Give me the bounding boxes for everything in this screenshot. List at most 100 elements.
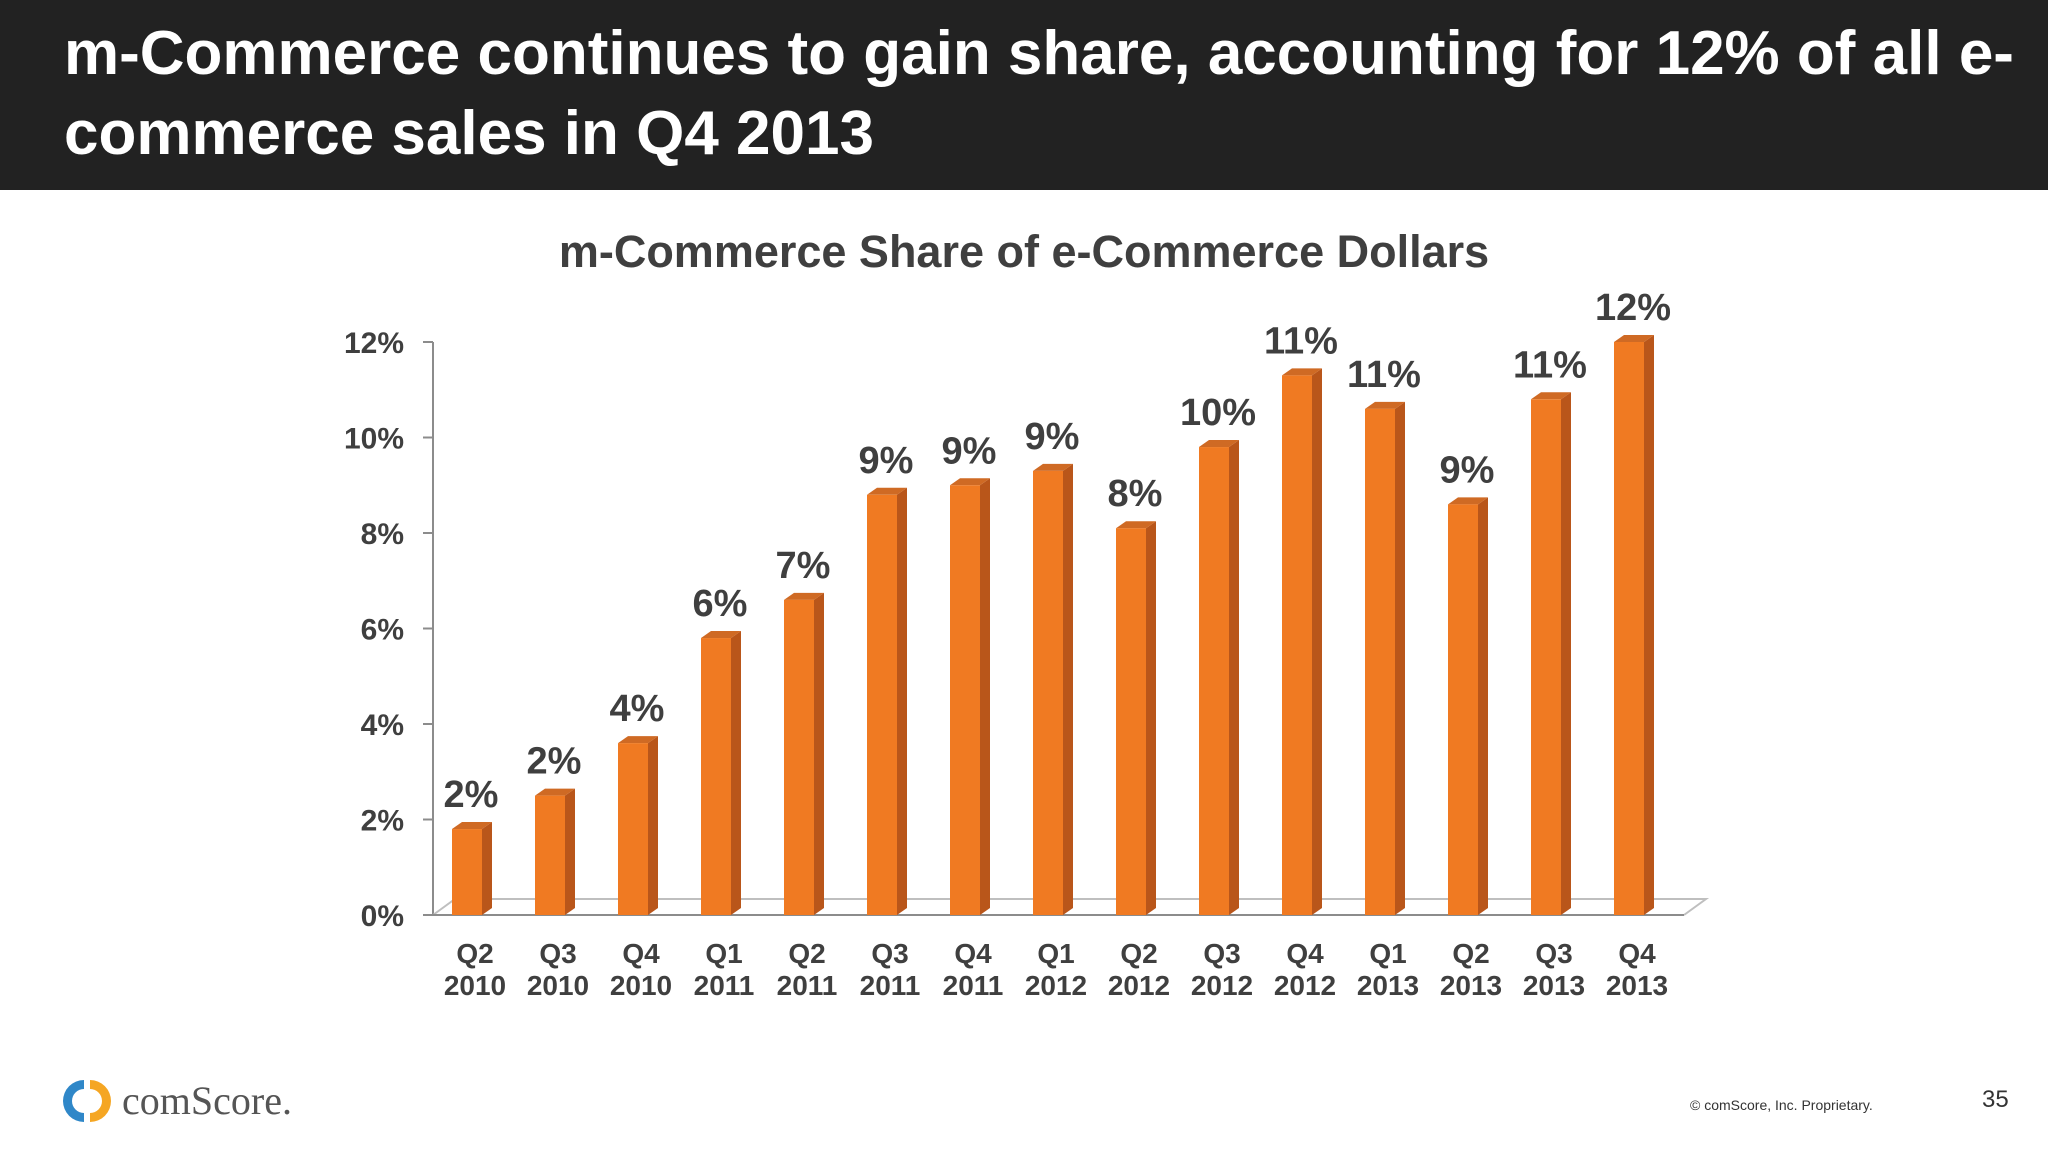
bar-side <box>1561 392 1571 915</box>
data-label: 12% <box>1595 287 1671 329</box>
title-bar: m-Commerce continues to gain share, acco… <box>0 0 2048 190</box>
bar-side <box>980 478 990 915</box>
x-tick-label-year: 2010 <box>527 970 589 1001</box>
x-tick-label-year: 2011 <box>860 970 921 1001</box>
bar <box>1282 375 1312 915</box>
data-label: 6% <box>693 583 748 625</box>
x-tick-label-quarter: Q2 <box>456 938 493 969</box>
x-tick-label-quarter: Q4 <box>622 938 660 969</box>
bar-top <box>867 487 907 495</box>
bar-top <box>1365 401 1405 409</box>
x-tick-label-year: 2013 <box>1606 970 1668 1001</box>
bar-side <box>814 592 824 915</box>
x-tick-label-year: 2011 <box>694 970 755 1001</box>
bar <box>535 795 565 915</box>
chart-title: m-Commerce Share of e-Commerce Dollars <box>558 226 1490 277</box>
data-label: 8% <box>1108 473 1163 515</box>
x-tick-label-quarter: Q4 <box>1286 938 1324 969</box>
x-tick-label-quarter: Q1 <box>1369 938 1406 969</box>
bar-side <box>1478 497 1488 915</box>
bar <box>701 638 731 915</box>
data-label: 10% <box>1180 392 1256 434</box>
y-tick-label: 10% <box>344 423 404 456</box>
y-tick-label: 8% <box>361 518 404 551</box>
x-tick-label-quarter: Q3 <box>871 938 908 969</box>
y-tick-label: 6% <box>361 614 404 647</box>
bar-side <box>1312 368 1322 915</box>
data-label: 9% <box>942 430 997 472</box>
bar-top <box>1448 497 1488 505</box>
bar-side <box>565 788 575 915</box>
y-tick-label: 0% <box>361 900 404 933</box>
x-tick-label-quarter: Q1 <box>705 938 742 969</box>
x-tick-label-quarter: Q2 <box>788 938 825 969</box>
bar-side <box>1229 440 1239 915</box>
slide-headline: m-Commerce continues to gain share, acco… <box>64 19 2014 168</box>
y-tick-label: 12% <box>344 327 404 360</box>
bar-side <box>897 487 907 915</box>
bar <box>1448 504 1478 915</box>
data-label: 2% <box>527 741 582 783</box>
bar-side <box>482 822 492 915</box>
x-tick-label-year: 2013 <box>1357 970 1419 1001</box>
bar-side <box>1395 401 1405 916</box>
bar <box>452 829 482 915</box>
bar-top <box>1282 368 1322 376</box>
x-tick-label-quarter: Q2 <box>1452 938 1489 969</box>
bar <box>618 743 648 915</box>
x-tick-label-year: 2012 <box>1274 970 1336 1001</box>
bar <box>1199 447 1229 915</box>
page-number: 35 <box>1982 1086 2009 1113</box>
floor-plane <box>432 898 1710 916</box>
data-label: 4% <box>610 688 665 730</box>
data-label: 9% <box>1025 416 1080 458</box>
logo-wordmark: comScore. <box>122 1078 292 1123</box>
bar-top <box>618 736 658 744</box>
bar-top <box>535 788 575 796</box>
bar-top <box>701 631 741 639</box>
x-tick-label-year: 2010 <box>444 970 506 1001</box>
bar-side <box>648 736 658 915</box>
x-tick-label-quarter: Q3 <box>1535 938 1572 969</box>
bar-side <box>1644 335 1654 915</box>
bar <box>784 599 814 915</box>
bar-top <box>452 822 492 830</box>
bar-side <box>731 631 741 915</box>
data-label: 9% <box>1440 449 1495 491</box>
bar <box>1531 399 1561 915</box>
bar-top <box>1116 521 1156 529</box>
bar-top <box>950 478 990 486</box>
x-tick-label-year: 2013 <box>1523 970 1585 1001</box>
data-label: 11% <box>1513 344 1587 386</box>
x-tick-label-year: 2012 <box>1108 970 1170 1001</box>
x-tick-label-quarter: Q4 <box>1618 938 1656 969</box>
data-label: 7% <box>776 545 831 587</box>
x-tick-label-quarter: Q1 <box>1037 938 1074 969</box>
bar <box>1614 342 1644 915</box>
bar <box>950 485 980 915</box>
x-tick-label-year: 2012 <box>1025 970 1087 1001</box>
x-tick-label-year: 2011 <box>777 970 838 1001</box>
x-tick-label-year: 2012 <box>1191 970 1253 1001</box>
bar-side <box>1063 463 1073 915</box>
bar <box>867 494 897 915</box>
bar-top <box>1531 392 1571 400</box>
x-tick-label-quarter: Q3 <box>1203 938 1240 969</box>
y-tick-label: 4% <box>361 709 404 742</box>
bar <box>1116 528 1146 915</box>
y-tick-label: 2% <box>361 805 404 838</box>
copyright-footnote: © comScore, Inc. Proprietary. <box>1690 1097 1873 1113</box>
x-tick-label-year: 2013 <box>1440 970 1502 1001</box>
bar-top <box>784 592 824 600</box>
x-tick-label-quarter: Q3 <box>539 938 576 969</box>
x-tick-label-year: 2011 <box>943 970 1004 1001</box>
bar-side <box>1146 521 1156 915</box>
bar <box>1033 470 1063 915</box>
x-tick-label-quarter: Q2 <box>1120 938 1157 969</box>
data-label: 11% <box>1347 354 1421 396</box>
comscore-logo-icon <box>63 1080 111 1122</box>
bar-top <box>1033 463 1073 471</box>
bar-top <box>1199 440 1239 448</box>
bar <box>1365 408 1395 915</box>
